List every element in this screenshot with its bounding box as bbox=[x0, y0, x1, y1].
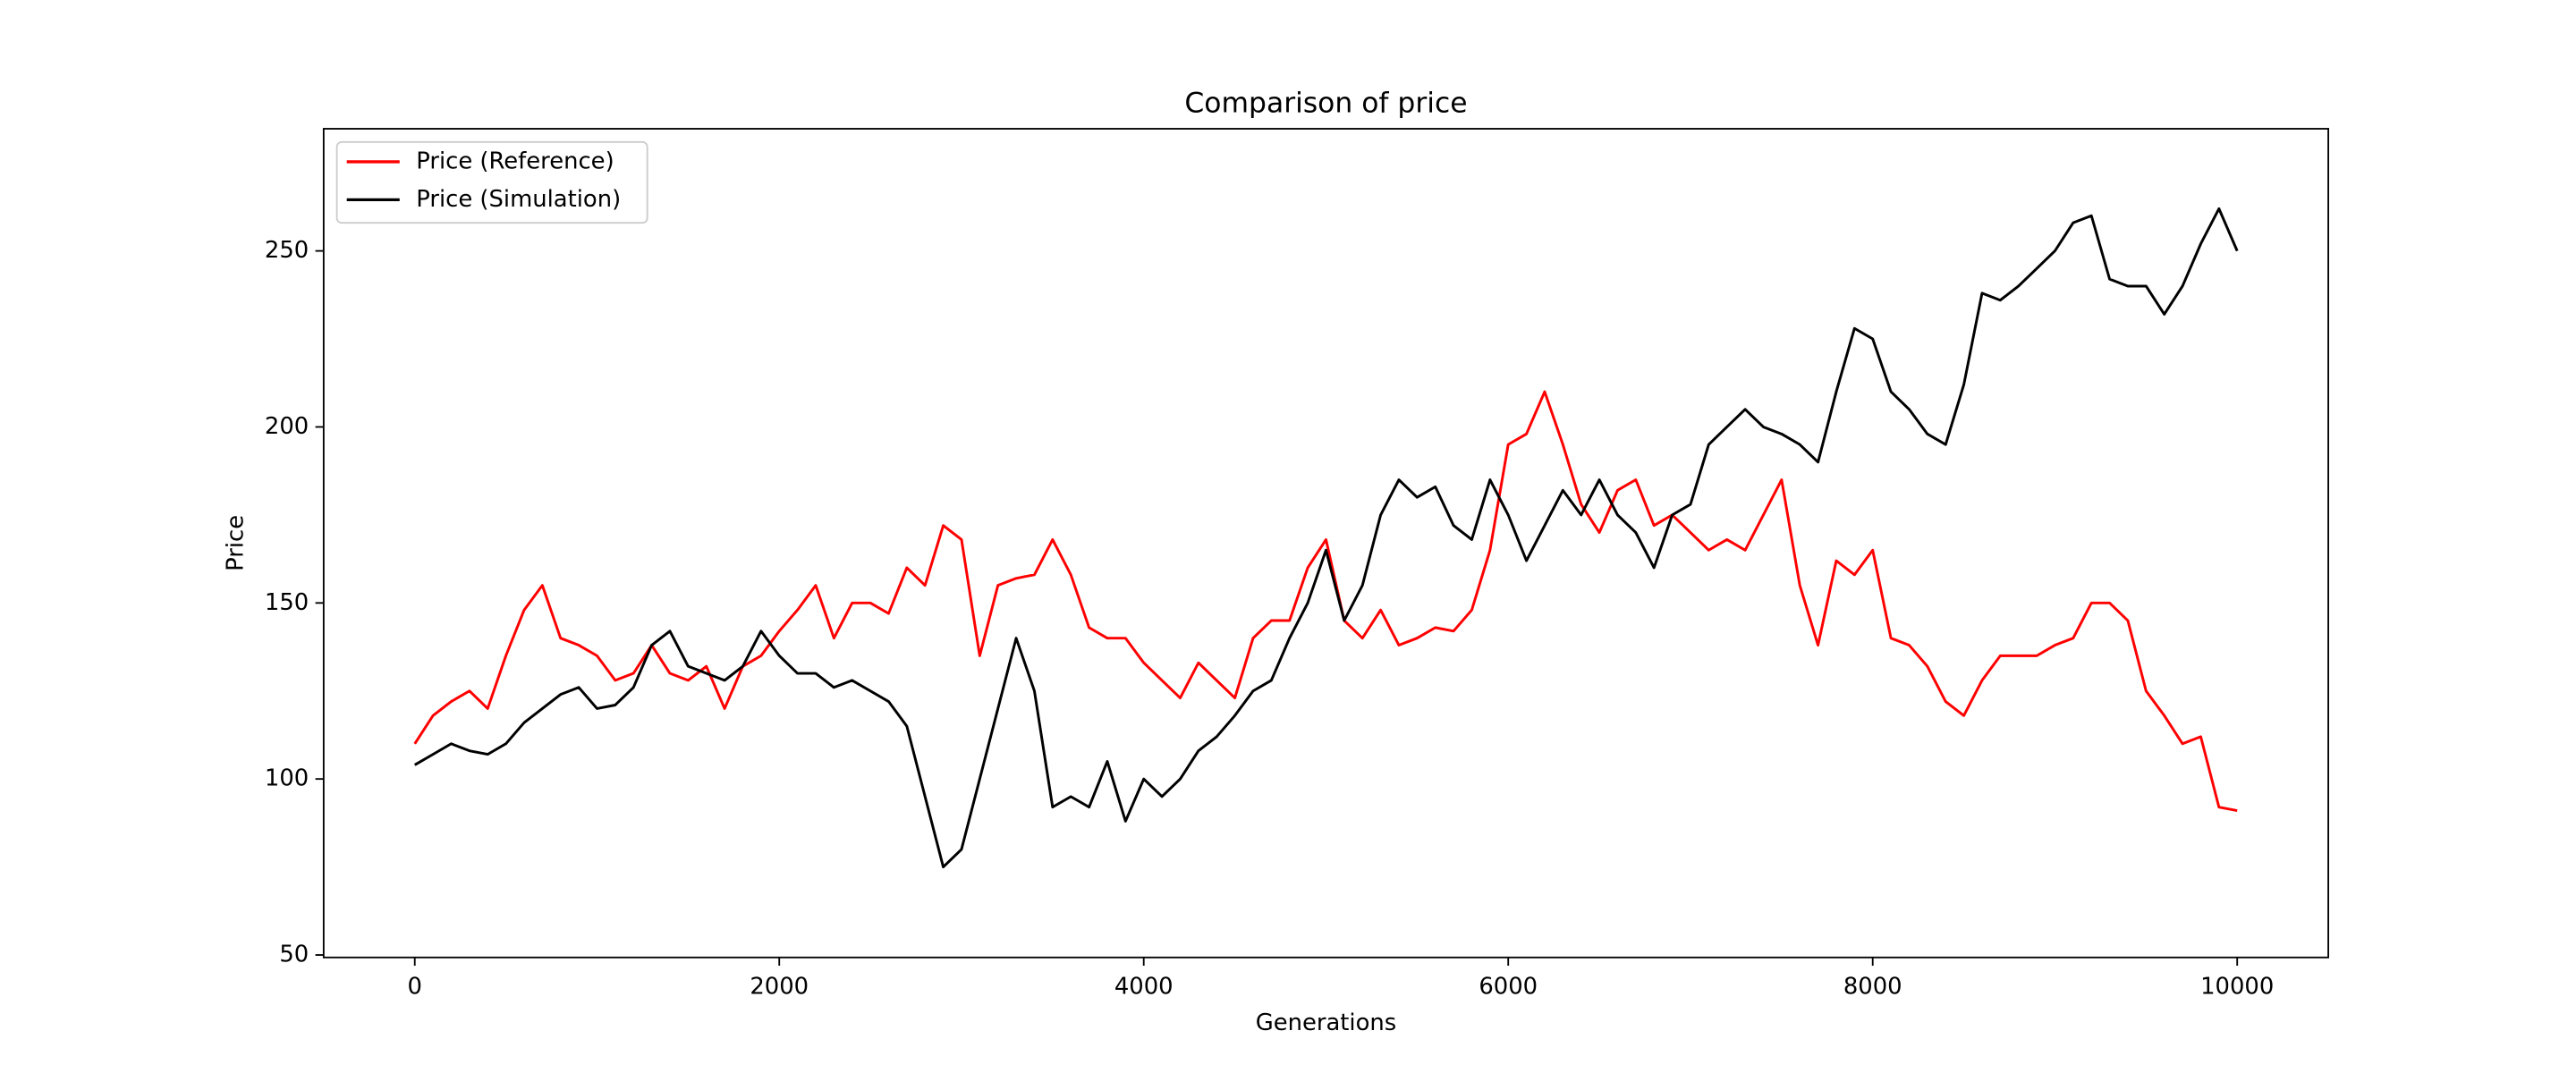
x-tick-label: 0 bbox=[408, 974, 422, 1001]
y-tick-label: 50 bbox=[279, 942, 309, 968]
y-tick-label: 150 bbox=[265, 589, 309, 616]
y-axis-label: Price bbox=[223, 515, 250, 571]
x-tick-label: 4000 bbox=[1114, 974, 1174, 1001]
chart-title: Comparison of price bbox=[1184, 87, 1467, 119]
y-tick-label: 250 bbox=[265, 237, 309, 264]
legend-label: Price (Reference) bbox=[416, 148, 614, 174]
x-tick-label: 8000 bbox=[1843, 974, 1902, 1001]
plot-frame bbox=[322, 128, 2329, 959]
line-series bbox=[413, 390, 2238, 813]
x-axis-label: Generations bbox=[1256, 1010, 1397, 1036]
line-series bbox=[413, 207, 2239, 869]
y-tick-label: 200 bbox=[265, 413, 309, 440]
legend-box bbox=[335, 140, 648, 224]
y-tick-label: 100 bbox=[265, 765, 309, 792]
x-tick-label: 2000 bbox=[750, 974, 809, 1001]
x-tick-label: 6000 bbox=[1479, 974, 1538, 1001]
legend-label: Price (Simulation) bbox=[416, 186, 621, 213]
x-tick-label: 10000 bbox=[2200, 974, 2274, 1001]
